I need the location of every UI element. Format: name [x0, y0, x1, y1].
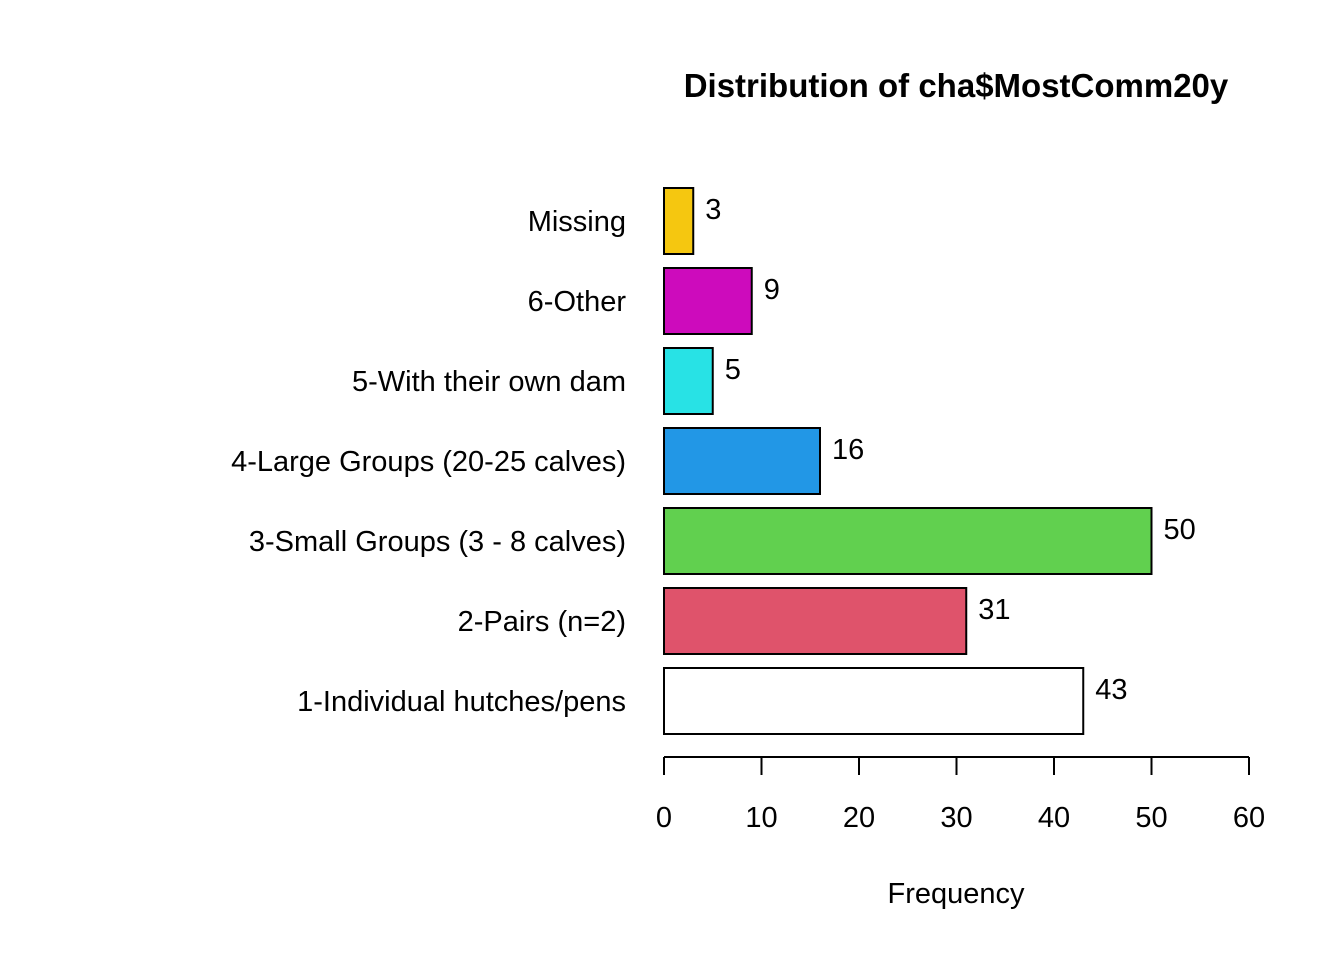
- data-label: 5: [725, 354, 741, 386]
- category-label: 3-Small Groups (3 - 8 calves): [249, 526, 626, 558]
- x-tick-label: 50: [1135, 802, 1167, 834]
- data-label: 9: [764, 274, 780, 306]
- data-label: 16: [832, 434, 864, 466]
- category-label: 5-With their own dam: [352, 366, 626, 398]
- x-tick-label: 20: [843, 802, 875, 834]
- bars: 1-Individual hutches/pens 43 2-Pairs (n=2)…: [231, 187, 1196, 735]
- x-tick-label: 40: [1038, 802, 1070, 834]
- bar-5: [663, 347, 714, 415]
- category-label: 2-Pairs (n=2): [458, 606, 626, 638]
- category-label: 4-Large Groups (20-25 calves): [231, 446, 626, 478]
- x-tick-label: 60: [1233, 802, 1265, 834]
- category-label: 6-Other: [528, 286, 627, 318]
- bar-1: [663, 667, 1085, 735]
- bar-2: [663, 587, 968, 655]
- chart-title: Distribution of cha$MostComm20y: [684, 67, 1229, 104]
- x-axis-label: Frequency: [887, 878, 1025, 910]
- category-label: Missing: [528, 206, 626, 238]
- data-label: 31: [978, 594, 1010, 626]
- bar-4: [663, 427, 821, 495]
- data-label: 3: [705, 194, 721, 226]
- category-label: 1-Individual hutches/pens: [297, 686, 626, 718]
- x-axis: 0 10 20 30 40 50 60: [656, 756, 1265, 834]
- data-label: 43: [1095, 674, 1127, 706]
- x-tick-label: 30: [940, 802, 972, 834]
- bar-3: [663, 507, 1153, 575]
- data-label: 50: [1164, 514, 1196, 546]
- x-tick-label: 10: [745, 802, 777, 834]
- bar-7: [663, 187, 695, 255]
- x-tick-label: 0: [656, 802, 672, 834]
- bar-6: [663, 267, 753, 335]
